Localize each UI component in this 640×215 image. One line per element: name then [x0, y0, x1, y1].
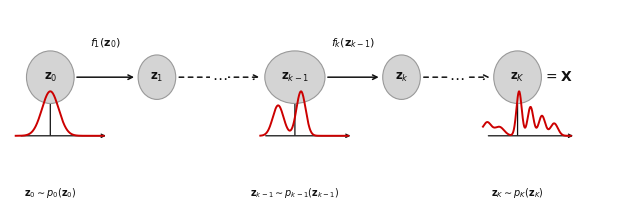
Text: $\mathbf{z}_0$: $\mathbf{z}_0$	[44, 71, 57, 84]
Text: $\cdots$: $\cdots$	[212, 70, 227, 85]
Text: $\mathbf{z}_K$: $\mathbf{z}_K$	[510, 71, 525, 84]
Text: $\cdots$: $\cdots$	[449, 70, 465, 85]
Text: $\mathbf{z}_0 \sim p_0(\mathbf{z}_0)$: $\mathbf{z}_0 \sim p_0(\mathbf{z}_0)$	[24, 186, 77, 200]
Text: $\mathbf{z}_K \sim p_K(\mathbf{z}_K)$: $\mathbf{z}_K \sim p_K(\mathbf{z}_K)$	[491, 186, 544, 200]
Text: $= \mathbf{X}$: $= \mathbf{X}$	[543, 70, 573, 84]
Ellipse shape	[265, 51, 325, 103]
Ellipse shape	[493, 51, 541, 103]
Ellipse shape	[138, 55, 176, 99]
Ellipse shape	[383, 55, 420, 99]
Text: $f_1(\mathbf{z}_0)$: $f_1(\mathbf{z}_0)$	[90, 36, 121, 50]
Text: $\mathbf{z}_k$: $\mathbf{z}_k$	[394, 71, 408, 84]
Text: $f_k(\mathbf{z}_{k-1})$: $f_k(\mathbf{z}_{k-1})$	[331, 36, 376, 50]
Text: $\mathbf{z}_{k-1} \sim p_{k-1}(\mathbf{z}_{k-1})$: $\mathbf{z}_{k-1} \sim p_{k-1}(\mathbf{z…	[250, 186, 340, 200]
Text: $\mathbf{z}_{k-1}$: $\mathbf{z}_{k-1}$	[281, 71, 309, 84]
Text: $\mathbf{z}_1$: $\mathbf{z}_1$	[150, 71, 164, 84]
Ellipse shape	[26, 51, 74, 103]
